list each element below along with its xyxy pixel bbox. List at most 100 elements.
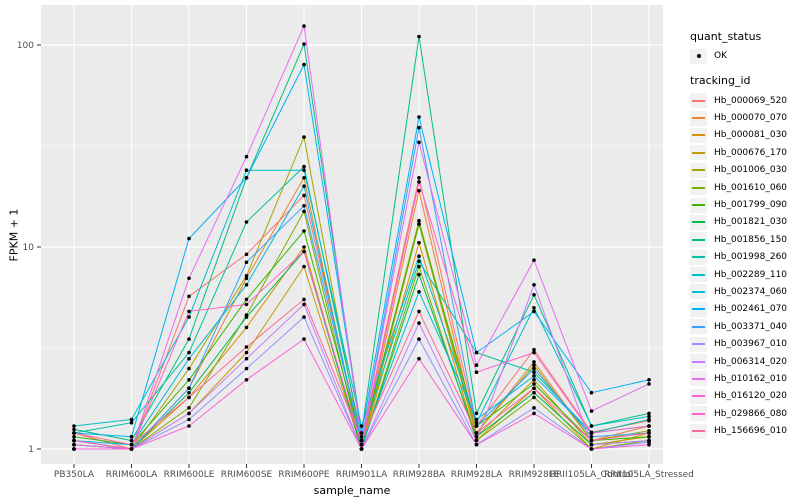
x-tick-label: RRII105LA_Stressed bbox=[604, 470, 694, 480]
data-point bbox=[417, 125, 421, 130]
legend-key-box bbox=[690, 93, 707, 109]
data-point bbox=[244, 297, 249, 302]
data-point bbox=[417, 188, 421, 193]
x-axis-title: sample_name bbox=[313, 484, 391, 497]
data-point bbox=[187, 337, 191, 341]
x-tick-label: RRII105LA_Control bbox=[550, 470, 633, 480]
data-point bbox=[589, 424, 594, 428]
legend-tracking-entries: Hb_000069_520 Hb_000070_070 Hb_000081_030 H… bbox=[690, 92, 787, 440]
data-point bbox=[532, 306, 536, 310]
legend-item-Hb_001856_150: Hb_001856_150 bbox=[690, 231, 787, 248]
data-point bbox=[532, 309, 536, 314]
data-point bbox=[72, 442, 76, 447]
x-tick-label: RRIM928LA bbox=[451, 470, 503, 480]
legend-key-box bbox=[690, 145, 707, 161]
data-point bbox=[129, 417, 134, 422]
legend-key-box bbox=[690, 197, 707, 213]
legend-key-box bbox=[690, 127, 707, 143]
data-point bbox=[244, 378, 249, 382]
data-point bbox=[647, 438, 651, 443]
data-point bbox=[589, 409, 594, 413]
data-point bbox=[532, 363, 536, 368]
data-point bbox=[417, 321, 421, 325]
legend-item-Hb_002374_060: Hb_002374_060 bbox=[690, 283, 787, 300]
data-point bbox=[302, 264, 306, 269]
x-tick-label: RRIM600SE bbox=[221, 470, 273, 480]
data-point bbox=[244, 220, 249, 224]
data-point bbox=[72, 427, 76, 432]
data-point bbox=[647, 424, 651, 428]
data-point bbox=[532, 411, 536, 416]
legend-key-box bbox=[690, 354, 707, 370]
legend-item-Hb_016120_020: Hb_016120_020 bbox=[690, 388, 787, 405]
data-point bbox=[589, 447, 594, 451]
data-point bbox=[474, 438, 479, 443]
legend-item-Hb_029866_080: Hb_029866_080 bbox=[690, 405, 787, 422]
data-point bbox=[187, 406, 191, 410]
data-point bbox=[302, 135, 306, 139]
data-point bbox=[302, 245, 306, 249]
y-tick-label: 100 bbox=[17, 41, 34, 51]
data-point bbox=[244, 276, 249, 281]
data-point bbox=[244, 154, 249, 159]
data-point bbox=[417, 218, 421, 223]
data-point bbox=[302, 337, 306, 341]
data-point bbox=[129, 434, 134, 439]
data-point bbox=[359, 447, 364, 451]
data-point bbox=[417, 264, 421, 269]
legend-item-Hb_000069_520: Hb_000069_520 bbox=[690, 92, 787, 109]
data-point bbox=[302, 209, 306, 214]
legend-line-swatch bbox=[692, 377, 705, 380]
data-point bbox=[244, 260, 249, 265]
data-point bbox=[417, 115, 421, 119]
data-point bbox=[302, 42, 306, 46]
legend-item-Hb_001610_060: Hb_001610_060 bbox=[690, 179, 787, 196]
data-point bbox=[647, 411, 651, 416]
data-point bbox=[589, 431, 594, 435]
data-point bbox=[302, 168, 306, 172]
legend-line-swatch bbox=[692, 290, 705, 293]
data-point bbox=[417, 254, 421, 258]
data-point bbox=[532, 390, 536, 395]
data-point bbox=[647, 382, 651, 386]
legend-item-label: Hb_156696_010 bbox=[714, 426, 788, 437]
legend-item-label: Hb_001856_150 bbox=[714, 234, 788, 245]
data-point bbox=[647, 378, 651, 382]
data-point bbox=[302, 297, 306, 302]
data-point bbox=[417, 180, 421, 184]
data-point bbox=[244, 168, 249, 172]
x-tick-label: RRIM901LA bbox=[336, 470, 388, 480]
data-point bbox=[187, 309, 191, 314]
legend-item-label: Hb_000069_520 bbox=[714, 95, 788, 106]
data-point bbox=[187, 378, 191, 382]
legend-item-Hb_010162_010: Hb_010162_010 bbox=[690, 370, 787, 387]
data-point bbox=[532, 283, 536, 287]
data-point bbox=[187, 294, 191, 299]
data-point bbox=[129, 420, 134, 425]
data-point bbox=[647, 417, 651, 422]
data-point bbox=[532, 382, 536, 386]
legend-key-box bbox=[690, 319, 707, 335]
data-point bbox=[244, 345, 249, 349]
legend-item-label: Hb_002374_060 bbox=[714, 286, 788, 297]
legend-key-box bbox=[690, 284, 707, 300]
data-point bbox=[647, 434, 651, 439]
legend-key-box bbox=[690, 371, 707, 387]
data-point bbox=[589, 434, 594, 439]
legend-item-ok: OK bbox=[690, 48, 787, 64]
legend-item-Hb_006314_020: Hb_006314_020 bbox=[690, 353, 787, 370]
data-point bbox=[474, 442, 479, 447]
legend-item-label: Hb_001821_030 bbox=[714, 217, 788, 228]
data-point bbox=[532, 360, 536, 364]
data-point bbox=[417, 272, 421, 277]
legend-line-swatch bbox=[692, 273, 705, 276]
data-point bbox=[532, 366, 536, 371]
legend-item-Hb_000676_170: Hb_000676_170 bbox=[690, 144, 787, 161]
legend-item-label: Hb_000070_070 bbox=[714, 113, 788, 124]
data-point bbox=[244, 176, 249, 180]
legend-line-swatch bbox=[692, 204, 705, 207]
data-point bbox=[72, 424, 76, 428]
data-point bbox=[302, 315, 306, 319]
legend-line-swatch bbox=[692, 360, 705, 363]
legend-line-swatch bbox=[692, 169, 705, 172]
